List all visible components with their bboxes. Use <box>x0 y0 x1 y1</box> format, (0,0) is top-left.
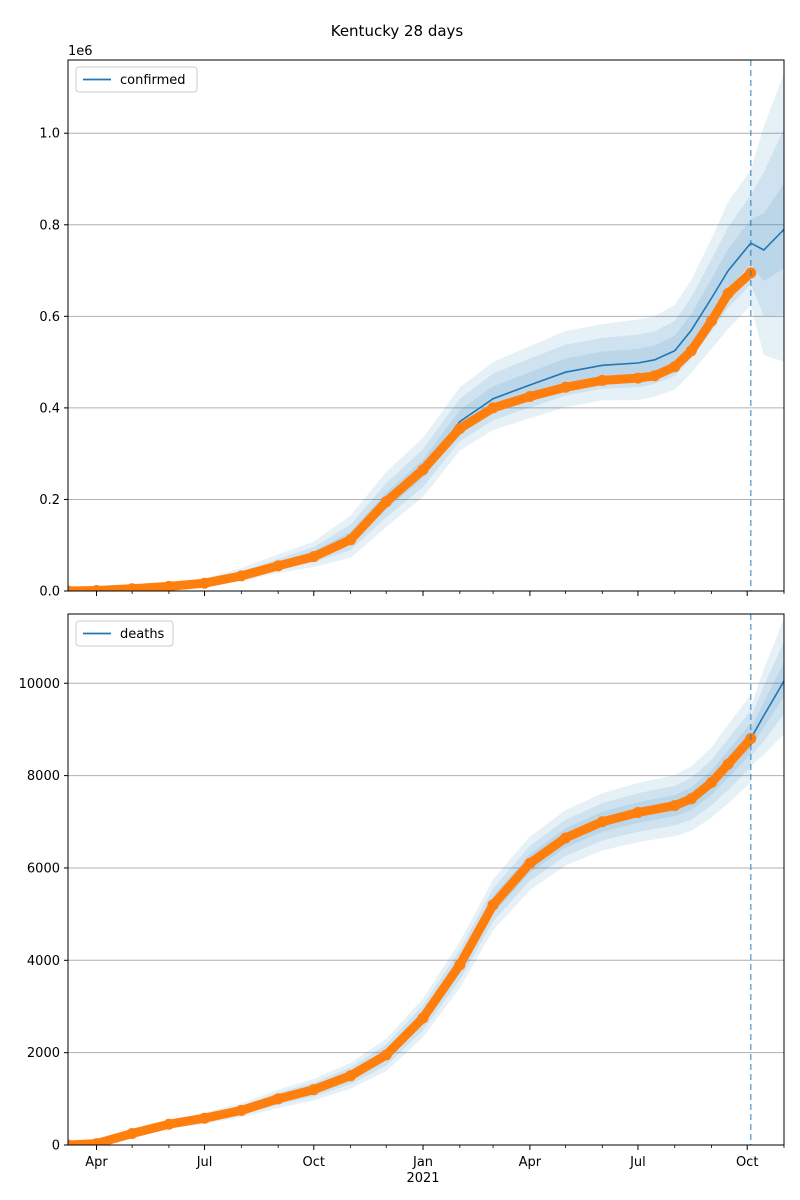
observed-point <box>68 585 74 591</box>
observed-point <box>345 1070 357 1082</box>
observed-point <box>560 832 572 844</box>
x-tick-label: Apr <box>519 1155 542 1170</box>
legend: confirmed <box>75 66 198 93</box>
observed-point <box>487 899 499 911</box>
y-tick-label: 0.4 <box>39 401 60 416</box>
observed-point <box>669 800 681 812</box>
legend-box <box>75 66 198 93</box>
axes-frame <box>67 613 785 1146</box>
observed-point <box>235 570 247 582</box>
observed-point <box>272 1093 284 1105</box>
observed-point <box>722 758 734 770</box>
year-label: 2021 <box>406 1171 439 1186</box>
legend-box <box>75 620 174 647</box>
observed-point <box>524 390 536 402</box>
confirmed-panel: 0.0 0.2 0.4 0.6 0.8 1.0 confirmed 1e6 <box>39 44 785 600</box>
observed-point <box>235 1104 247 1116</box>
observed-point <box>163 1118 175 1130</box>
y-tick-label: 2000 <box>27 1046 60 1061</box>
y-tick-label: 0.6 <box>39 310 60 325</box>
observed-point <box>722 287 734 299</box>
y-tick-label: 8000 <box>27 769 60 784</box>
chart-title: Kentucky 28 days <box>331 22 464 40</box>
uncertainty-band <box>750 618 784 767</box>
deaths-panel: 0 2000 4000 6000 8000 10000 Apr Jul Oct Jan Apr Jul… <box>19 613 785 1186</box>
legend-label: deaths <box>120 627 165 642</box>
observed-point <box>90 585 102 591</box>
observed-point <box>199 577 211 589</box>
y-tick-label: 0.2 <box>39 493 60 508</box>
observed-point <box>487 402 499 414</box>
uncertainty-band <box>68 694 751 1145</box>
plot-area <box>68 618 784 1145</box>
y-tick-label: 0 <box>52 1139 60 1154</box>
observed-point <box>706 777 718 789</box>
observed-point <box>68 1139 74 1145</box>
observed-point <box>417 464 429 476</box>
observed-point <box>90 1138 102 1145</box>
observed-point <box>380 1049 392 1061</box>
observed-point <box>596 374 608 386</box>
uncertainty-band <box>68 128 784 591</box>
observed-point <box>560 381 572 393</box>
observed-point <box>272 560 284 572</box>
observed-point <box>685 793 697 805</box>
model-line <box>68 228 784 591</box>
observed-point <box>524 857 536 869</box>
observed-point <box>308 551 320 563</box>
model-line <box>750 680 784 740</box>
observed-point <box>596 816 608 828</box>
observed-point <box>685 345 697 357</box>
observed-point <box>632 807 644 819</box>
observed-point <box>706 315 718 327</box>
y-tick-label: 0.8 <box>39 218 60 233</box>
x-tick-label: Jan <box>412 1155 433 1170</box>
observed-point <box>454 959 466 971</box>
observed-point <box>126 583 138 591</box>
y-tick-label: 1.0 <box>39 127 60 142</box>
x-tick-label: Oct <box>303 1155 325 1170</box>
observed-point <box>163 580 175 591</box>
axes-frame <box>67 59 785 592</box>
x-tick-label: Jul <box>196 1155 213 1170</box>
y-tick-label: 0.0 <box>39 585 60 600</box>
y-offset-label: 1e6 <box>68 44 93 59</box>
observed-point <box>380 496 392 508</box>
observed-point <box>308 1084 320 1096</box>
observed-point <box>199 1112 211 1124</box>
plot-area <box>68 73 784 591</box>
observed-point <box>632 372 644 384</box>
x-tick-label: Oct <box>736 1155 758 1170</box>
observed-point <box>669 361 681 373</box>
observed-point <box>454 422 466 434</box>
legend: deaths <box>75 620 174 647</box>
x-tick-label: Jul <box>629 1155 646 1170</box>
y-tick-label: 6000 <box>27 861 60 876</box>
observed-point <box>649 370 661 382</box>
observed-point <box>345 534 357 546</box>
observed-point <box>126 1127 138 1139</box>
x-tick-label: Apr <box>85 1155 108 1170</box>
y-tick-label: 10000 <box>19 677 60 692</box>
uncertainty-band <box>68 73 784 591</box>
uncertainty-band <box>750 641 784 757</box>
observed-point <box>417 1012 429 1024</box>
y-tick-label: 4000 <box>27 954 60 969</box>
uncertainty-band <box>68 710 751 1145</box>
observed-line <box>68 734 756 1145</box>
legend-label: confirmed <box>120 73 186 88</box>
